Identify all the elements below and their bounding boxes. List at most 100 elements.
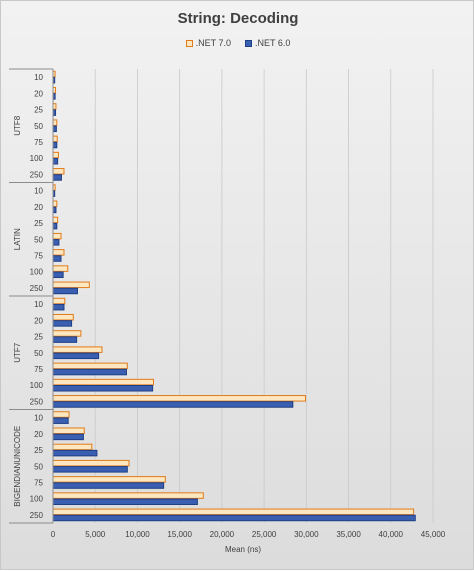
bar-net6 xyxy=(52,368,127,376)
bar-net6 xyxy=(52,174,62,181)
category-label: 10 xyxy=(34,187,43,196)
category-label: 250 xyxy=(30,170,44,179)
x-axis-title: Mean (ns) xyxy=(225,545,261,554)
bar-net6 xyxy=(52,401,294,408)
legend: .NET 7.0 .NET 6.0 xyxy=(1,38,474,48)
group-label: BIGENDIANUNICODE xyxy=(13,426,22,507)
bar-net7 xyxy=(52,216,59,224)
category-label: 250 xyxy=(30,397,44,406)
bar-net6 xyxy=(52,385,154,392)
bar-net6 xyxy=(52,466,128,473)
x-tick-label: 25,000 xyxy=(252,530,277,539)
bar-net7 xyxy=(52,297,66,305)
legend-label-net6: .NET 6.0 xyxy=(255,38,291,48)
category-label: 50 xyxy=(34,122,43,131)
category-label: 250 xyxy=(30,511,44,520)
bar-net6 xyxy=(52,417,69,424)
bar-net6 xyxy=(52,482,165,489)
group-label: UTF8 xyxy=(13,115,22,136)
category-label: 50 xyxy=(34,349,43,358)
category-label: 10 xyxy=(34,414,43,423)
bar-net7 xyxy=(52,168,65,175)
bar-net6 xyxy=(52,303,65,311)
legend-label-net7: .NET 7.0 xyxy=(195,38,231,48)
group-label: LATIN xyxy=(13,228,22,250)
category-label: 50 xyxy=(34,235,43,244)
bar-net7 xyxy=(52,508,415,516)
bar-net6 xyxy=(52,336,78,343)
category-label: 25 xyxy=(34,333,43,342)
chart-title: String: Decoding xyxy=(177,10,299,27)
bar-net7 xyxy=(52,119,58,126)
bar-net7 xyxy=(52,232,62,240)
category-label: 75 xyxy=(34,478,43,487)
category-label: 75 xyxy=(34,251,43,260)
x-tick-label: 20,000 xyxy=(210,530,235,539)
bar-net6 xyxy=(52,255,62,262)
category-label: 100 xyxy=(30,268,44,277)
bar-net6 xyxy=(52,433,84,441)
bar-net6 xyxy=(52,287,78,295)
category-label: 20 xyxy=(34,430,43,439)
bar-net7 xyxy=(52,281,90,289)
category-label: 50 xyxy=(34,462,43,471)
bar-net7 xyxy=(52,249,65,256)
legend-item-net7: .NET 7.0 xyxy=(185,38,231,48)
bar-net6 xyxy=(52,352,100,360)
bar-net6 xyxy=(52,498,198,506)
x-tick-label: 40,000 xyxy=(379,530,404,539)
category-label: 20 xyxy=(34,89,43,98)
bar-net7 xyxy=(52,330,82,337)
bar-net7 xyxy=(52,427,85,434)
x-tick-label: 15,000 xyxy=(167,530,192,539)
bar-net6 xyxy=(52,239,60,246)
category-label: 25 xyxy=(34,446,43,455)
category-label: 75 xyxy=(34,138,43,147)
category-label: 75 xyxy=(34,365,43,374)
category-label: 20 xyxy=(34,316,43,325)
bar-net7 xyxy=(52,362,128,370)
category-label: 100 xyxy=(30,495,44,504)
bar-net7 xyxy=(52,265,69,272)
bar-net6 xyxy=(52,320,73,327)
bar-net7 xyxy=(52,476,166,483)
x-tick-label: 30,000 xyxy=(294,530,319,539)
bar-net7 xyxy=(52,459,130,467)
legend-item-net6: .NET 6.0 xyxy=(245,38,290,48)
category-label: 25 xyxy=(34,219,43,228)
category-label: 10 xyxy=(34,73,43,82)
bar-net6 xyxy=(52,222,58,230)
category-label: 100 xyxy=(30,154,44,163)
x-tick-label: 45,000 xyxy=(421,530,446,539)
legend-swatch-net6 xyxy=(245,39,252,47)
bar-net6 xyxy=(52,271,64,279)
x-tick-label: 10,000 xyxy=(125,530,150,539)
bar-net6 xyxy=(52,141,58,149)
bar-net6 xyxy=(52,158,59,165)
bar-net7 xyxy=(52,492,204,499)
category-label: 100 xyxy=(30,381,44,390)
legend-swatch-net7 xyxy=(185,39,193,47)
bar-net7 xyxy=(52,151,59,159)
x-tick-label: 0 xyxy=(51,530,56,539)
bar-net7 xyxy=(52,395,306,402)
category-label: 10 xyxy=(34,300,43,309)
bar-net6 xyxy=(52,449,98,457)
bar-net6 xyxy=(52,125,57,133)
category-label: 250 xyxy=(30,284,44,293)
bar-net7 xyxy=(52,346,103,353)
bar-net7 xyxy=(52,378,154,386)
category-label: 20 xyxy=(34,203,43,212)
bar-net7 xyxy=(52,313,74,321)
category-label: 25 xyxy=(34,106,43,115)
bar-net7 xyxy=(52,411,70,418)
x-tick-label: 35,000 xyxy=(336,530,361,539)
group-label: UTF7 xyxy=(13,342,22,363)
x-tick-label: 5,000 xyxy=(85,530,106,539)
bar-net7 xyxy=(52,443,93,451)
bar-net6 xyxy=(52,514,416,522)
bar-net7 xyxy=(52,200,58,207)
bar-net7 xyxy=(52,135,58,143)
